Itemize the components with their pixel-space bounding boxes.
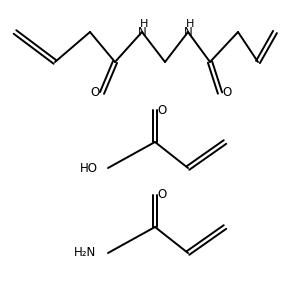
Text: O: O (222, 87, 232, 100)
Text: O: O (157, 104, 167, 117)
Text: N: N (138, 25, 146, 38)
Text: O: O (90, 87, 100, 100)
Text: O: O (157, 188, 167, 201)
Text: N: N (184, 25, 192, 38)
Text: H: H (140, 19, 148, 29)
Text: H₂N: H₂N (74, 246, 96, 260)
Text: HO: HO (80, 162, 98, 175)
Text: H: H (186, 19, 194, 29)
